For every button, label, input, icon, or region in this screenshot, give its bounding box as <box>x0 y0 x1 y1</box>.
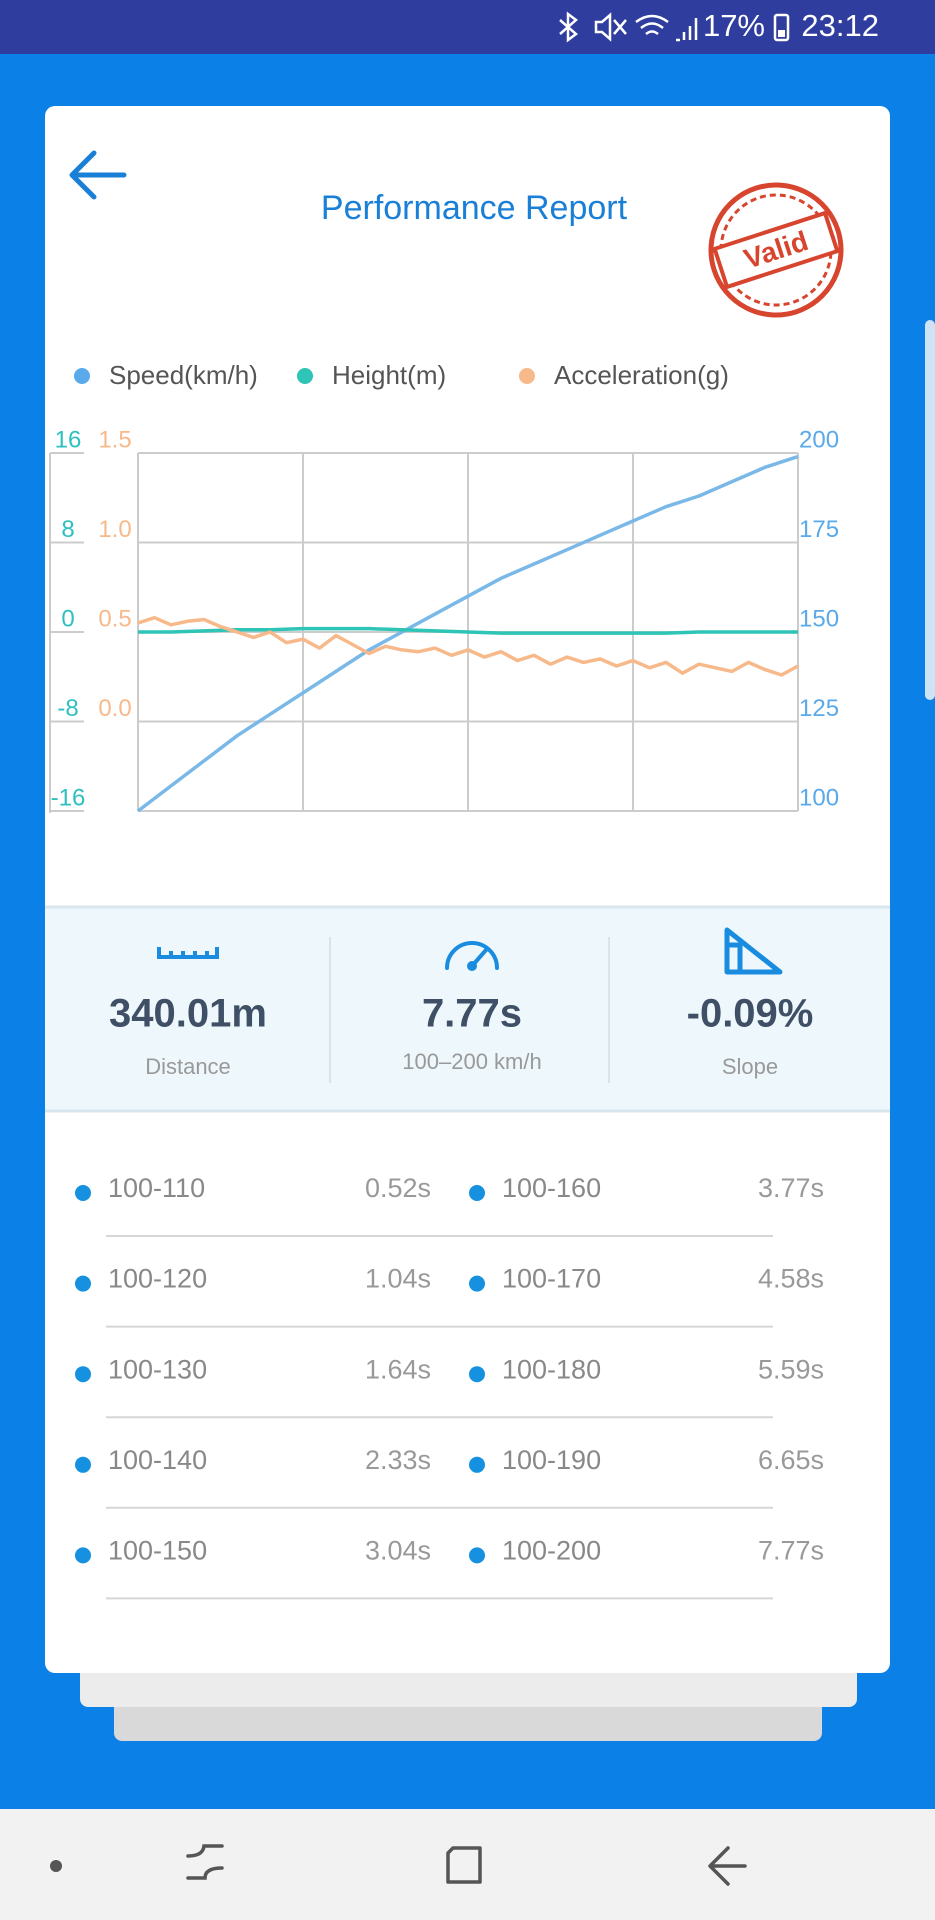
split-dot <box>75 1547 91 1564</box>
split-time: 0.52s <box>365 1173 431 1203</box>
y-tick-label: 1.0 <box>98 516 131 543</box>
y-tick-label: 16 <box>55 426 82 453</box>
y-tick-label: -8 <box>57 695 78 722</box>
y-tick-label: 200 <box>799 426 839 453</box>
split-dot <box>469 1185 485 1201</box>
stat-label: 100–200 km/h <box>402 1049 541 1074</box>
legend-label: Speed(km/h) <box>109 360 258 390</box>
legend-dot <box>297 368 313 384</box>
ruler-icon <box>157 947 219 959</box>
series-line <box>137 615 799 677</box>
scroll-edge <box>925 320 935 700</box>
split-dot <box>75 1185 91 1201</box>
split-time: 6.65s <box>758 1445 824 1475</box>
slope-icon <box>724 927 783 975</box>
split-dot <box>469 1547 485 1564</box>
split-time: 7.77s <box>758 1536 824 1566</box>
y-tick-label: 8 <box>61 516 74 543</box>
y-tick-label: 125 <box>799 695 839 722</box>
battery-percent: 17% <box>703 8 765 43</box>
nav-bar <box>0 1809 935 1920</box>
y-tick-label: 1.5 <box>98 426 131 453</box>
split-range: 100-130 <box>108 1354 207 1384</box>
speedometer-icon <box>445 941 499 971</box>
stat-value: 7.77s <box>422 992 522 1036</box>
y-tick-label: 0.5 <box>98 605 131 632</box>
series-line <box>138 626 798 635</box>
legend-label: Height(m) <box>332 360 446 390</box>
nav-recent[interactable] <box>186 1844 224 1880</box>
battery-level <box>778 30 785 37</box>
y-tick-label: 150 <box>799 605 839 632</box>
split-dot <box>469 1275 485 1292</box>
split-range: 100-190 <box>502 1445 601 1475</box>
nav-home[interactable] <box>446 1846 482 1884</box>
status-bar <box>0 0 935 54</box>
series-line <box>136 454 799 813</box>
split-dot <box>75 1366 91 1383</box>
split-range: 100-150 <box>108 1536 207 1566</box>
split-time: 1.04s <box>365 1264 431 1294</box>
nav-dot <box>50 1860 62 1872</box>
split-time: 3.04s <box>365 1536 431 1566</box>
split-range: 100-110 <box>108 1173 205 1203</box>
y-tick-label: 100 <box>799 784 839 811</box>
stat-label: Distance <box>145 1054 231 1079</box>
stat-label: Slope <box>722 1054 778 1079</box>
split-time: 4.58s <box>758 1264 824 1294</box>
split-range: 100-160 <box>502 1173 601 1203</box>
y-tick-label: 0 <box>61 605 74 632</box>
clock: 23:12 <box>801 8 879 43</box>
split-range: 100-170 <box>502 1264 601 1294</box>
nav-back[interactable] <box>708 1846 747 1886</box>
split-time: 2.33s <box>365 1445 431 1475</box>
split-dot <box>469 1366 485 1383</box>
back-button[interactable] <box>69 150 127 200</box>
split-time: 3.77s <box>758 1173 824 1203</box>
y-tick-label: -16 <box>51 784 86 811</box>
y-tick-label: 0.0 <box>98 695 131 722</box>
split-range: 100-140 <box>108 1445 207 1475</box>
split-dot <box>469 1456 485 1473</box>
battery-icon <box>773 13 790 42</box>
y-tick-label: 175 <box>799 516 839 543</box>
split-range: 100-200 <box>502 1536 601 1566</box>
report-card <box>45 106 890 1673</box>
split-range: 100-120 <box>108 1264 207 1294</box>
split-time: 5.59s <box>758 1354 824 1384</box>
split-dot <box>75 1456 91 1473</box>
valid-stamp: Valid <box>708 182 844 318</box>
legend-dot <box>74 368 90 384</box>
status-icons <box>559 11 698 43</box>
stat-value: -0.09% <box>687 992 814 1036</box>
stats-band <box>45 907 890 1111</box>
stat-value: 340.01m <box>109 992 267 1036</box>
legend-dot <box>519 368 535 384</box>
split-range: 100-180 <box>502 1354 601 1384</box>
legend-label: Acceleration(g) <box>554 360 729 390</box>
split-dot <box>75 1275 91 1292</box>
page-title: Performance Report <box>321 189 628 227</box>
split-time: 1.64s <box>365 1354 431 1384</box>
